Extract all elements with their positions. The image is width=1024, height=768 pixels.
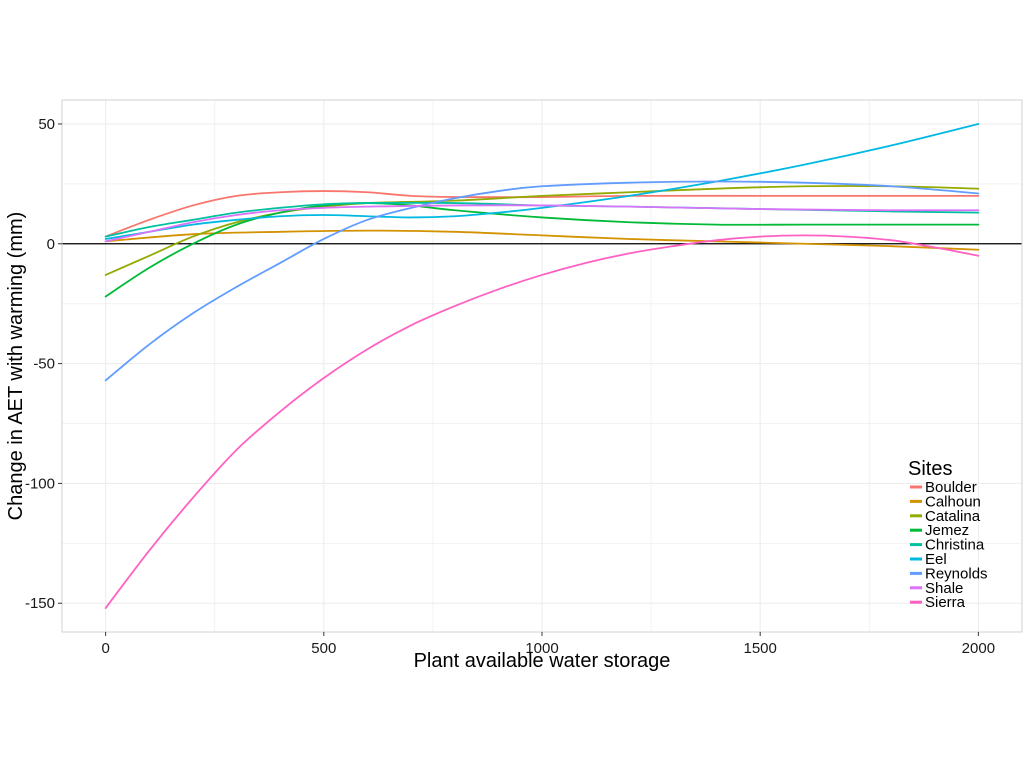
- y-tick-label-2: -50: [33, 356, 55, 373]
- x-tick-label-0: 0: [101, 640, 109, 657]
- legend-label-christina: Christina: [925, 537, 985, 554]
- x-axis-ticks: 0 500 1000 1500 2000: [101, 632, 995, 657]
- series-lines: [104, 123, 980, 609]
- series-line-catalina: [104, 185, 980, 276]
- x-tick-label-2: 1000: [525, 640, 558, 657]
- y-tick-label-3: -100: [25, 475, 55, 492]
- legend-label-eel: Eel: [925, 551, 947, 568]
- y-axis-title: Change in AET with warming (mm): [5, 212, 27, 521]
- legend-label-catalina: Catalina: [925, 508, 981, 525]
- y-tick-label-4: -150: [25, 595, 55, 612]
- legend-label-jemez: Jemez: [925, 522, 969, 539]
- series-line-calhoun: [104, 229, 980, 251]
- legend-title: Sites: [908, 458, 952, 480]
- series-line-boulder: [104, 190, 980, 238]
- series-line-shale: [104, 204, 980, 243]
- y-tick-label-0: 50: [38, 116, 55, 133]
- legend-items: BoulderCalhounCatalinaJemezChristinaEelR…: [910, 479, 988, 611]
- legend-label-boulder: Boulder: [925, 479, 977, 496]
- series-line-jemez: [104, 202, 980, 298]
- series-line-reynolds: [104, 180, 980, 382]
- legend-label-calhoun: Calhoun: [925, 493, 981, 510]
- grid-lines: [62, 100, 1022, 632]
- legend-label-reynolds: Reynolds: [925, 565, 988, 582]
- series-line-eel: [104, 123, 980, 240]
- x-tick-label-4: 2000: [962, 640, 995, 657]
- y-tick-label-1: 0: [47, 236, 55, 253]
- legend-label-sierra: Sierra: [925, 594, 966, 611]
- legend-label-shale: Shale: [925, 580, 963, 597]
- x-tick-label-1: 500: [311, 640, 336, 657]
- x-axis-title: Plant available water storage: [414, 650, 671, 672]
- legend: Sites BoulderCalhounCatalinaJemezChristi…: [908, 458, 988, 611]
- series-line-sierra: [104, 234, 980, 609]
- y-axis-ticks: 50 0 -50 -100 -150: [25, 116, 62, 612]
- x-tick-label-3: 1500: [743, 640, 776, 657]
